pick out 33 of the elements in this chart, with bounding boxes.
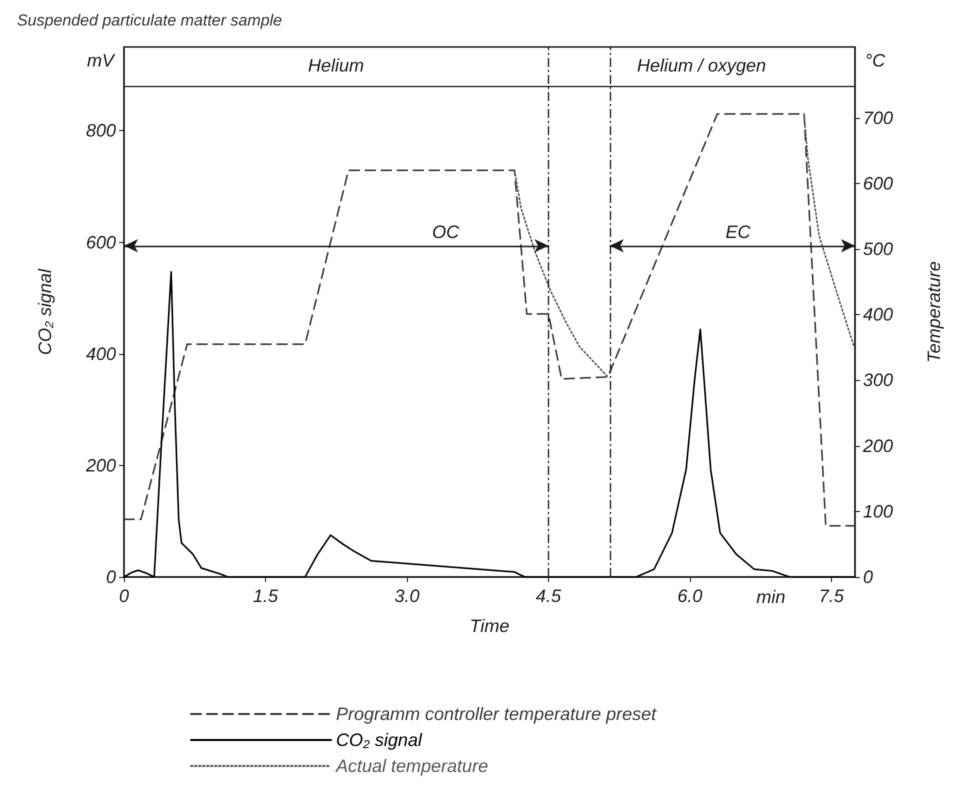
- y-tick-label: 0: [106, 567, 116, 587]
- y2-tick-label: 500: [863, 239, 894, 260]
- y2-tick-label: 200: [862, 436, 894, 456]
- text: min: [756, 587, 786, 607]
- y2-tick-label: 100: [863, 501, 894, 522]
- y-tick-label: 800: [86, 120, 116, 141]
- x-tick-label: 3.0: [394, 586, 420, 606]
- annotation: Helium: [308, 56, 364, 76]
- y-tick-label: 600: [86, 232, 116, 252]
- y2-tick-label: 0: [863, 567, 874, 587]
- text: °C: [865, 50, 886, 70]
- x-tick-label: 7.5: [818, 586, 845, 606]
- y2-tick-label: 600: [863, 173, 894, 194]
- text: CO₂ signal: [336, 730, 423, 750]
- chart-title: Suspended particulate matter sample: [17, 12, 282, 30]
- y-tick-label: 200: [84, 455, 116, 476]
- y-tick-label: 400: [86, 344, 116, 364]
- x-tick-label: 1.5: [252, 586, 279, 606]
- x-axis-title: Time: [470, 616, 510, 636]
- y2-tick-label: 700: [863, 108, 894, 128]
- x-tick-label: 4.5: [536, 586, 562, 606]
- y2-axis-title: Temperature: [924, 261, 944, 363]
- annotation: OC: [432, 222, 460, 242]
- text: Programm controller temperature preset: [336, 704, 658, 724]
- y-axis-title: CO₂ signal: [35, 268, 55, 355]
- y2-tick-label: 300: [863, 370, 894, 390]
- annotation: EC: [726, 222, 752, 242]
- y2-tick-label: 400: [863, 304, 894, 325]
- x-tick-label: 6.0: [677, 586, 702, 606]
- x-tick-label: 0: [118, 586, 130, 606]
- annotation: Helium / oxygen: [636, 56, 766, 76]
- text: mV: [87, 50, 116, 70]
- text: Actual temperature: [335, 756, 488, 776]
